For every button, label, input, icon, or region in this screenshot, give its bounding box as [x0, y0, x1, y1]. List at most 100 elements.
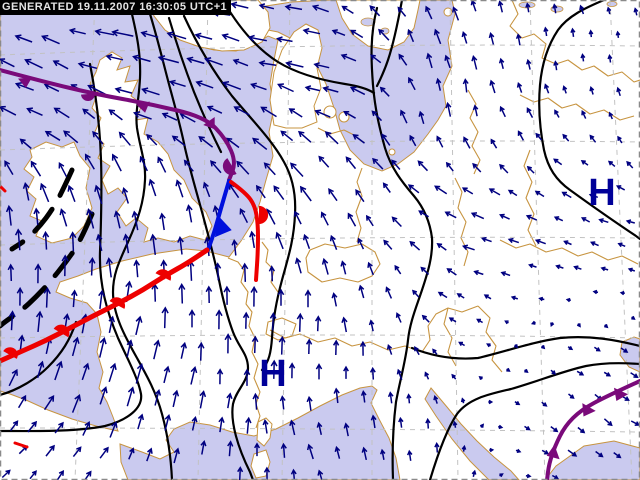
wind-arrow — [258, 3, 275, 10]
wind-arrow — [543, 26, 549, 37]
wind-arrow — [81, 362, 90, 381]
wind-arrow — [472, 104, 479, 117]
wind-arrow — [27, 420, 38, 433]
wind-arrow — [227, 440, 234, 457]
wind-arrow — [581, 110, 587, 119]
wind-arrow — [592, 289, 599, 295]
country-border — [355, 167, 363, 243]
wind-arrow — [498, 424, 504, 430]
wind-arrow — [526, 107, 534, 118]
wind-arrow — [84, 153, 95, 170]
front-semicircle-marker — [109, 297, 126, 309]
wind-arrow — [340, 53, 357, 62]
wind-arrow — [68, 27, 86, 35]
wind-arrow — [506, 367, 511, 372]
sea-adriatic — [424, 387, 520, 480]
wind-arrow — [498, 57, 505, 69]
wind-arrow — [452, 420, 458, 428]
wind-arrow — [111, 153, 122, 172]
wind-arrow — [513, 344, 519, 349]
wind-arrow — [314, 109, 331, 118]
wind-arrow — [331, 29, 346, 37]
wind-arrow — [94, 28, 115, 36]
wind-arrow — [293, 210, 302, 225]
wind-arrow — [251, 335, 259, 354]
wind-arrow — [514, 400, 521, 406]
wind-arrow — [258, 60, 277, 67]
wind-arrow — [633, 7, 639, 16]
wind-arrow — [631, 315, 636, 320]
pressure-labels-layer: HH — [259, 172, 615, 395]
wind-arrow — [318, 155, 330, 168]
wind-arrow — [210, 160, 222, 174]
wind-arrow — [604, 323, 609, 329]
wind-arrow — [121, 187, 130, 204]
sea-southeast-corner — [544, 440, 640, 480]
wind-arrow — [550, 426, 559, 433]
front-triangle-marker — [546, 444, 560, 460]
warm-front-line — [0, 247, 210, 364]
wind-arrow — [461, 444, 467, 452]
cold-front-central — [206, 179, 232, 252]
wind-arrow — [488, 32, 495, 45]
wind-arrow — [139, 155, 148, 172]
isobar — [375, 0, 404, 88]
wind-arrow — [122, 233, 130, 254]
wind-arrow — [625, 219, 635, 225]
wind-arrow — [26, 107, 43, 116]
wind-arrow — [43, 395, 55, 411]
wind-arrow — [311, 4, 329, 13]
wind-arrow — [191, 416, 198, 431]
wind-arrow — [333, 387, 340, 404]
wind-arrow — [72, 446, 82, 458]
wind-arrow — [288, 108, 303, 118]
wind-arrow — [44, 130, 61, 141]
trough-lines-layer — [0, 167, 95, 329]
wind-arrow — [617, 242, 626, 248]
wind-arrow — [553, 158, 563, 166]
wind-arrow — [516, 81, 523, 93]
wind-arrow — [254, 442, 261, 457]
wind-arrow — [391, 216, 402, 228]
wind-arrow — [534, 190, 545, 198]
wind-arrow — [279, 395, 286, 410]
front-semicircle-marker — [53, 324, 70, 338]
wind-arrow — [98, 336, 107, 358]
isobar — [370, 6, 434, 480]
wind-arrow — [394, 264, 402, 275]
wind-arrow — [288, 362, 296, 379]
wind-arrow — [517, 130, 525, 141]
wind-arrow — [203, 57, 223, 66]
wind-arrow — [397, 6, 407, 17]
wind-arrow — [0, 105, 17, 116]
isobar — [0, 320, 78, 397]
wind-arrow — [383, 239, 393, 250]
wind-arrow — [463, 136, 471, 149]
front-fragment-left-edge — [0, 184, 7, 193]
wind-arrow — [525, 2, 531, 13]
wind-arrow — [507, 189, 518, 197]
wind-arrow — [41, 34, 60, 45]
wind-arrow — [408, 76, 416, 91]
high-pressure-label: H — [259, 353, 286, 395]
wind-arrow — [132, 111, 152, 120]
wind-arrow — [580, 160, 589, 166]
wind-arrow — [154, 389, 162, 406]
wind-arrow — [232, 58, 249, 67]
wind-arrow — [280, 130, 294, 142]
wind-arrow — [266, 208, 276, 225]
wind-arrow — [370, 54, 382, 64]
wind-arrow — [598, 218, 609, 224]
wind-arrow — [588, 193, 599, 199]
wind-arrow — [409, 240, 421, 251]
wind-arrow — [343, 422, 350, 437]
wind-arrow — [33, 207, 40, 226]
wind-arrow — [252, 137, 268, 150]
lake — [606, 1, 618, 7]
wind-arrow — [563, 240, 572, 246]
wind-arrow — [478, 375, 483, 381]
